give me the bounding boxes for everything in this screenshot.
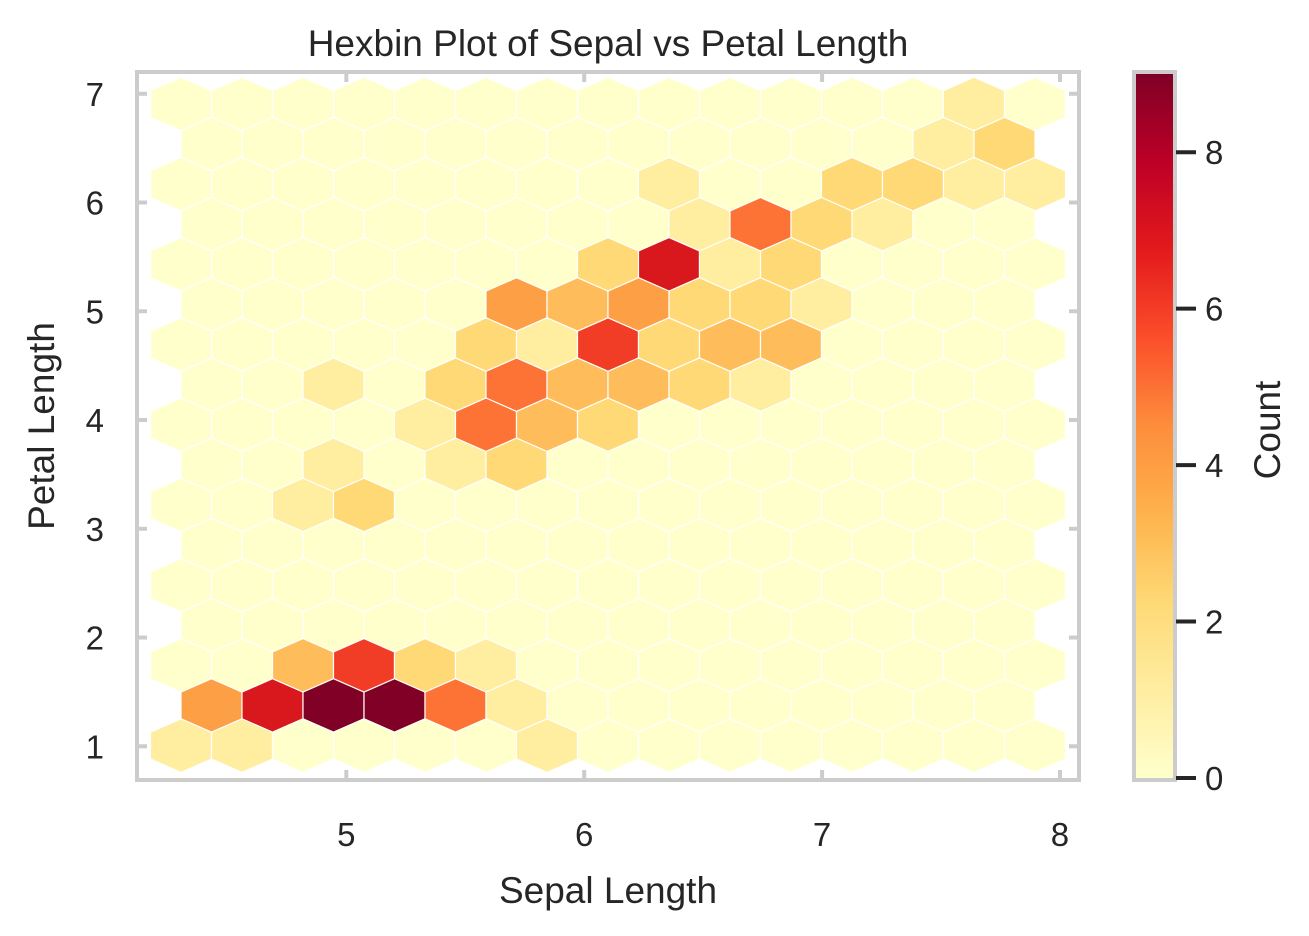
colorbar-ticks: 0 2 4 6 8 (1176, 134, 1223, 797)
colorbar-tick-label: 0 (1205, 760, 1223, 797)
colorbar-gradient (1136, 74, 1173, 778)
x-tick-label: 8 (1051, 816, 1069, 853)
colorbar-frame (1132, 70, 1177, 782)
y-tick-label: 5 (86, 293, 104, 330)
plot-frame (135, 70, 1081, 782)
colorbar-tick-label: 6 (1205, 291, 1223, 328)
y-tick-labels: 1 2 3 4 5 6 7 (86, 76, 104, 766)
x-tick-labels: 5 6 7 8 (337, 816, 1069, 853)
y-tick-label: 6 (86, 185, 104, 222)
x-tick-label: 7 (813, 816, 831, 853)
y-tick-label: 2 (86, 620, 104, 657)
y-axis-label: Petal Length (21, 322, 62, 530)
hexbin-cells (149, 76, 1067, 774)
x-axis-label: Sepal Length (499, 870, 717, 911)
chart-title: Hexbin Plot of Sepal vs Petal Length (308, 23, 909, 64)
y-tick-label: 3 (86, 511, 104, 548)
colorbar-tick-label: 4 (1205, 447, 1223, 484)
colorbar: 0 2 4 6 8 Count (1132, 70, 1288, 797)
x-tick-label: 6 (575, 816, 593, 853)
colorbar-tick-label: 8 (1205, 134, 1223, 171)
x-tick-label: 5 (337, 816, 355, 853)
hex-cell (1003, 718, 1067, 774)
y-tick-label: 4 (86, 402, 104, 439)
y-tick-label: 1 (86, 728, 104, 765)
colorbar-label: Count (1247, 380, 1288, 479)
colorbar-tick-label: 2 (1205, 604, 1223, 641)
y-tick-label: 7 (86, 76, 104, 113)
